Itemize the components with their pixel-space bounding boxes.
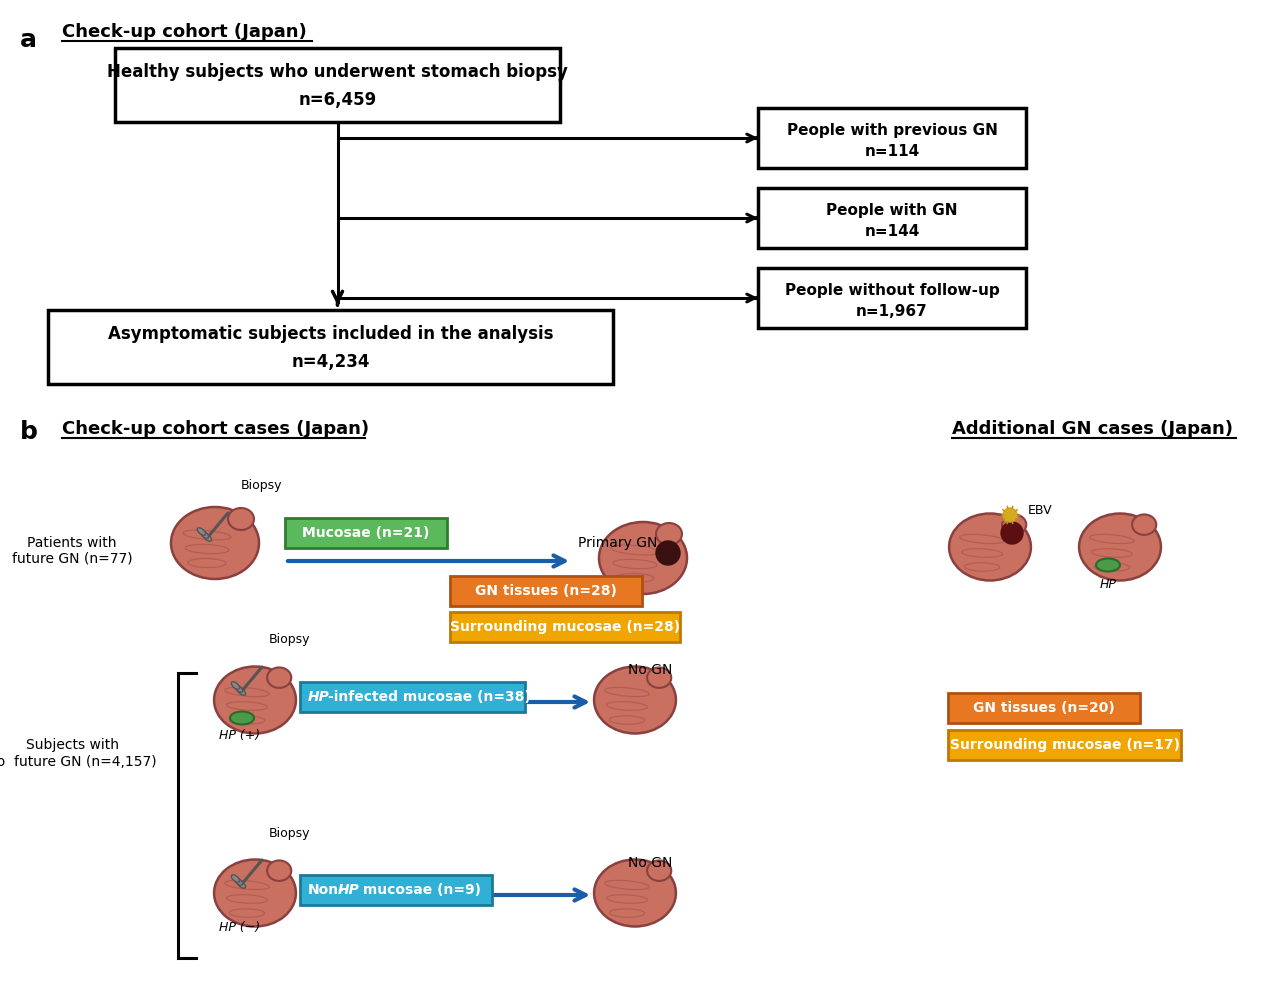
Ellipse shape <box>234 685 243 693</box>
Ellipse shape <box>204 533 211 541</box>
Ellipse shape <box>268 860 292 881</box>
Ellipse shape <box>230 711 253 724</box>
Ellipse shape <box>648 860 671 881</box>
Ellipse shape <box>234 878 243 886</box>
FancyBboxPatch shape <box>49 310 613 384</box>
FancyBboxPatch shape <box>758 268 1027 328</box>
Ellipse shape <box>232 875 239 883</box>
Text: Non-: Non- <box>308 883 344 897</box>
Ellipse shape <box>594 859 676 927</box>
Text: n=4,234: n=4,234 <box>292 353 370 371</box>
Ellipse shape <box>214 666 296 733</box>
Text: Patients with: Patients with <box>27 536 116 550</box>
Text: Mucosae (n=21): Mucosae (n=21) <box>302 526 430 540</box>
FancyBboxPatch shape <box>948 730 1181 760</box>
Ellipse shape <box>1132 515 1156 535</box>
Text: Asymptomatic subjects included in the analysis: Asymptomatic subjects included in the an… <box>108 325 553 343</box>
FancyBboxPatch shape <box>300 875 492 905</box>
Text: HP: HP <box>308 690 330 704</box>
Text: Additional GN cases (Japan): Additional GN cases (Japan) <box>952 420 1233 438</box>
Text: n=1,967: n=1,967 <box>856 304 928 320</box>
Text: HP (−): HP (−) <box>219 921 261 935</box>
Text: Healthy subjects who underwent stomach biopsy: Healthy subjects who underwent stomach b… <box>108 63 568 81</box>
Text: Biopsy: Biopsy <box>269 827 311 839</box>
Circle shape <box>1004 508 1018 522</box>
Text: a: a <box>20 28 37 52</box>
Text: People with GN: People with GN <box>827 203 957 217</box>
Text: Biopsy: Biopsy <box>269 634 311 646</box>
Ellipse shape <box>648 667 671 688</box>
Ellipse shape <box>1096 559 1120 572</box>
Ellipse shape <box>237 881 246 889</box>
FancyBboxPatch shape <box>285 518 447 548</box>
Ellipse shape <box>948 514 1030 581</box>
FancyBboxPatch shape <box>758 188 1027 248</box>
Text: HP: HP <box>338 883 360 897</box>
Ellipse shape <box>599 522 687 594</box>
Text: No GN: No GN <box>627 856 672 870</box>
Text: mucosae (n=9): mucosae (n=9) <box>358 883 481 897</box>
Text: GN tissues (n=20): GN tissues (n=20) <box>973 701 1115 715</box>
Ellipse shape <box>594 666 676 733</box>
Ellipse shape <box>172 507 259 579</box>
Text: Check-up cohort (Japan): Check-up cohort (Japan) <box>61 23 307 41</box>
Text: HP: HP <box>1100 579 1116 591</box>
Ellipse shape <box>197 527 206 535</box>
Text: HP (+): HP (+) <box>219 728 261 742</box>
Circle shape <box>657 541 680 565</box>
FancyBboxPatch shape <box>451 576 643 606</box>
Text: Surrounding mucosae (n=28): Surrounding mucosae (n=28) <box>451 620 680 634</box>
Ellipse shape <box>1002 515 1027 535</box>
FancyBboxPatch shape <box>451 612 680 642</box>
Text: Check-up cohort cases (Japan): Check-up cohort cases (Japan) <box>61 420 369 438</box>
FancyBboxPatch shape <box>758 108 1027 168</box>
Circle shape <box>1001 522 1023 544</box>
Text: n=114: n=114 <box>864 145 919 159</box>
Text: EBV: EBV <box>1028 504 1052 517</box>
Ellipse shape <box>1079 514 1161 581</box>
FancyBboxPatch shape <box>300 682 525 712</box>
Text: No GN: No GN <box>627 663 672 677</box>
Text: People without follow-up: People without follow-up <box>785 282 1000 297</box>
Text: future GN (n=77): future GN (n=77) <box>12 552 132 566</box>
Text: Subjects with: Subjects with <box>26 738 119 752</box>
Ellipse shape <box>657 523 682 545</box>
Text: no  future GN (n=4,157): no future GN (n=4,157) <box>0 755 156 769</box>
Ellipse shape <box>237 688 246 696</box>
Text: b: b <box>20 420 38 444</box>
Text: Surrounding mucosae (n=17): Surrounding mucosae (n=17) <box>950 738 1179 752</box>
Ellipse shape <box>232 682 239 689</box>
Text: Primary GN: Primary GN <box>579 536 658 550</box>
Text: -infected mucosae (n=38): -infected mucosae (n=38) <box>328 690 531 704</box>
Ellipse shape <box>268 667 292 688</box>
FancyBboxPatch shape <box>948 693 1140 723</box>
Ellipse shape <box>214 859 296 927</box>
Text: n=6,459: n=6,459 <box>298 91 376 109</box>
Text: n=144: n=144 <box>864 224 920 239</box>
Ellipse shape <box>200 530 209 538</box>
Text: People with previous GN: People with previous GN <box>787 122 997 138</box>
Text: Biopsy: Biopsy <box>241 478 283 491</box>
Ellipse shape <box>228 508 253 530</box>
Text: GN tissues (n=28): GN tissues (n=28) <box>475 584 617 598</box>
FancyBboxPatch shape <box>115 48 561 122</box>
